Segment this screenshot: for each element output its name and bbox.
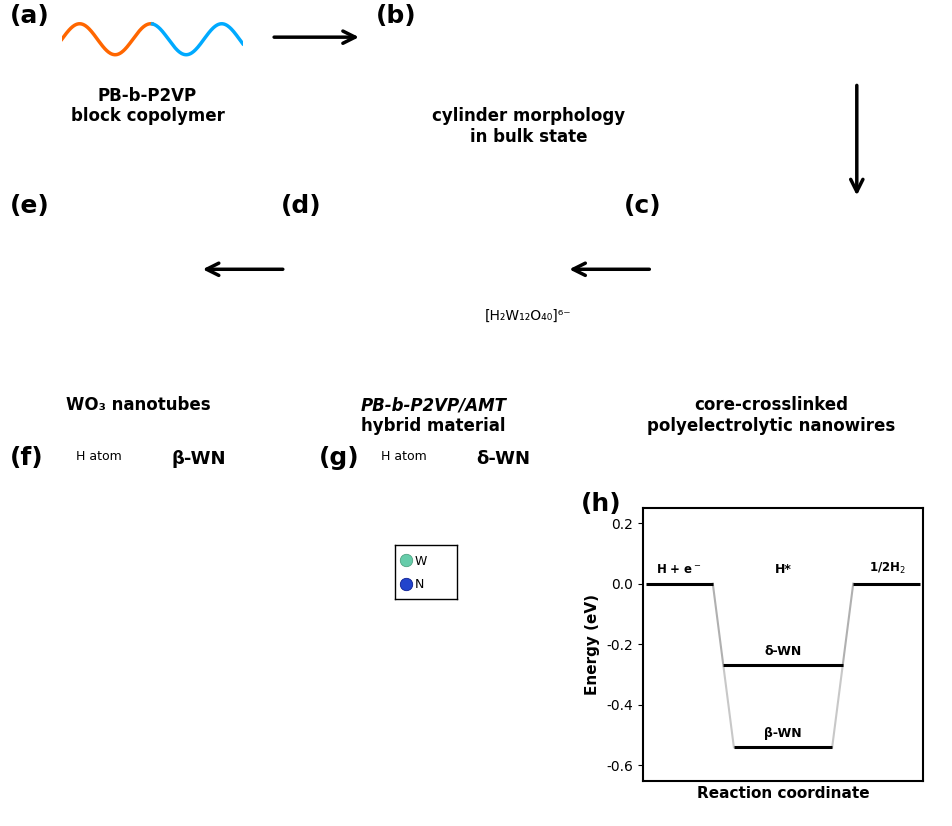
Text: (f): (f) — [10, 446, 43, 470]
Text: H + e$^-$: H + e$^-$ — [656, 563, 702, 577]
Text: β-WN: β-WN — [764, 727, 802, 740]
Text: H*: H* — [775, 563, 791, 577]
Text: β-WN: β-WN — [171, 450, 226, 468]
Text: block copolymer: block copolymer — [70, 107, 225, 126]
Y-axis label: Energy (eV): Energy (eV) — [585, 594, 601, 695]
Text: (d): (d) — [281, 194, 322, 218]
Text: (b): (b) — [376, 4, 417, 28]
Text: W: W — [415, 555, 427, 567]
Text: PB-b-P2VP/AMT: PB-b-P2VP/AMT — [360, 396, 506, 415]
Text: H atom: H atom — [381, 450, 426, 463]
Text: (c): (c) — [624, 194, 662, 218]
Text: N: N — [415, 578, 425, 591]
Text: (a): (a) — [10, 4, 50, 28]
Text: hybrid material: hybrid material — [361, 417, 506, 435]
Text: (e): (e) — [10, 194, 50, 218]
Text: in bulk state: in bulk state — [469, 128, 587, 146]
Text: core-crosslinked: core-crosslinked — [694, 396, 848, 415]
Text: [H₂W₁₂O₄₀]⁶⁻: [H₂W₁₂O₄₀]⁶⁻ — [486, 309, 571, 322]
Text: H atom: H atom — [76, 450, 122, 463]
Text: δ-WN: δ-WN — [476, 450, 530, 468]
Text: 1/2H$_2$: 1/2H$_2$ — [868, 561, 905, 577]
Text: WO₃ nanotubes: WO₃ nanotubes — [66, 396, 210, 415]
Text: cylinder morphology: cylinder morphology — [432, 107, 625, 126]
Text: (g): (g) — [319, 446, 360, 470]
Text: (h): (h) — [581, 491, 622, 515]
Text: PB-b-P2VP: PB-b-P2VP — [98, 87, 197, 105]
X-axis label: Reaction coordinate: Reaction coordinate — [697, 786, 869, 801]
Text: δ-WN: δ-WN — [764, 645, 802, 657]
Text: polyelectrolytic nanowires: polyelectrolytic nanowires — [647, 417, 895, 435]
